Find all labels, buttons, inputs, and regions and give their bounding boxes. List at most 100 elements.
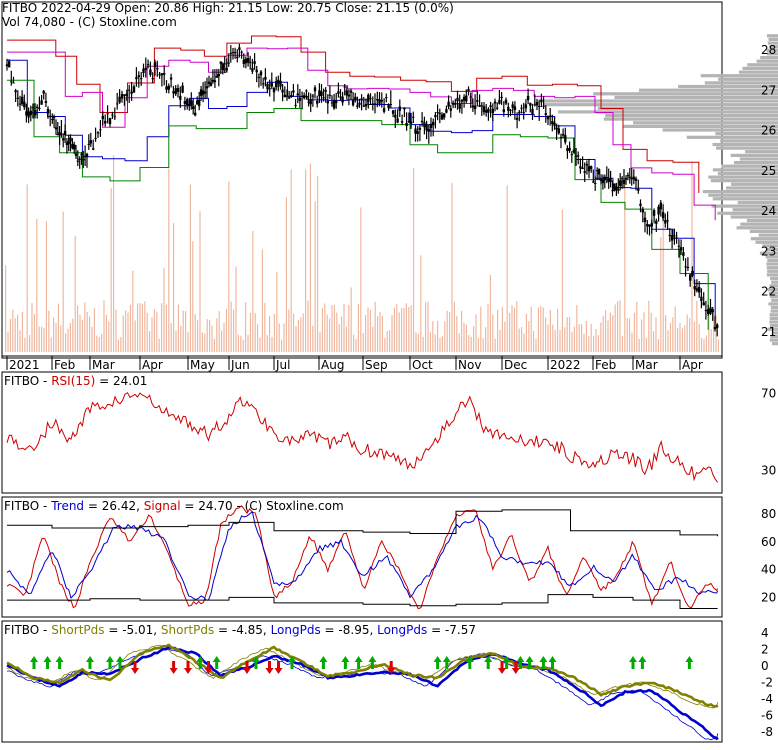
candle-body <box>525 104 527 108</box>
volume-bar <box>406 303 407 352</box>
month-label: Oct <box>412 358 433 372</box>
candle-body <box>51 119 53 120</box>
candle-body <box>454 103 456 104</box>
candle-body <box>138 75 140 77</box>
buy-arrow <box>341 656 349 669</box>
volume-bar <box>586 321 587 352</box>
volume-bar <box>475 314 476 352</box>
candle-body <box>529 103 531 106</box>
volume-bar <box>336 313 337 353</box>
candle-body <box>602 180 604 183</box>
volume-profile-bar <box>771 310 778 313</box>
volume-profile-bar <box>731 183 778 186</box>
candle-body <box>226 68 228 71</box>
candle-body <box>489 105 491 107</box>
volume-bar <box>499 330 500 352</box>
volume-bar <box>403 308 404 352</box>
volume-bar <box>691 162 692 352</box>
candle-body <box>140 78 142 79</box>
candle-body <box>175 88 177 94</box>
volume-profile-bar <box>770 277 778 280</box>
volume-profile-bar <box>770 313 778 316</box>
candle-body <box>228 63 230 64</box>
rsi-ytick-label: 30 <box>761 464 776 478</box>
price-ytick-label: 23 <box>761 244 776 258</box>
candle-body <box>410 122 412 124</box>
candle-body <box>232 52 234 53</box>
volume-bar <box>240 336 241 352</box>
candle-body <box>387 104 389 108</box>
candle-body <box>204 92 206 94</box>
candle-body <box>405 123 407 126</box>
volume-bar <box>163 268 164 352</box>
candle-body <box>352 100 354 105</box>
candle-body <box>130 92 132 94</box>
candle-body <box>346 90 348 95</box>
volume-bar <box>130 305 131 352</box>
volume-bar <box>550 310 551 352</box>
candle-body <box>170 78 172 80</box>
candle-body <box>79 159 81 160</box>
volume-bar <box>111 188 112 352</box>
price-ytick-label: 24 <box>761 204 776 218</box>
volume-bar <box>507 186 508 353</box>
candle-body <box>32 107 34 108</box>
volume-bar <box>118 340 119 352</box>
pds-label-part: = -4.85, <box>214 623 270 637</box>
candle-body <box>301 96 303 97</box>
candle-body <box>224 63 226 64</box>
volume-bar <box>106 315 107 352</box>
sell-arrow <box>275 661 283 674</box>
candle-body <box>577 155 579 156</box>
pds-label: FITBO - ShortPds = -5.01, ShortPds = -4.… <box>4 623 476 637</box>
candle-body <box>77 161 79 162</box>
month-label: Jul <box>275 358 290 372</box>
volume-bar <box>331 305 332 352</box>
volume-profile-bar <box>703 190 778 193</box>
candle-body <box>92 148 94 149</box>
volume-profile-bar <box>771 281 778 284</box>
candle-body <box>662 212 664 218</box>
volume-bar <box>379 312 380 352</box>
volume-bar <box>231 302 232 352</box>
volume-bar <box>127 313 128 353</box>
volume-bar <box>91 327 92 352</box>
trend-band-line <box>7 595 718 609</box>
volume-bar <box>660 237 661 352</box>
candle-body <box>376 99 378 100</box>
volume-profile-bar <box>767 259 778 262</box>
candle-body <box>687 267 689 268</box>
volume-bar <box>238 335 239 352</box>
price-ytick-label: 21 <box>761 325 776 339</box>
volume-bar <box>526 314 527 352</box>
volume-bar <box>598 335 599 352</box>
candle-body <box>60 134 62 135</box>
candle-body <box>337 91 339 94</box>
candle-body <box>358 103 360 105</box>
volume-profile-bar <box>711 179 778 182</box>
volume-bar <box>149 331 150 352</box>
volume-profile-bar <box>757 60 778 63</box>
candle-body <box>230 53 232 54</box>
volume-profile-bar <box>750 230 778 233</box>
candle-body <box>279 81 281 87</box>
candle-body <box>192 106 194 109</box>
volume-bar <box>156 311 157 352</box>
volume-bar <box>579 324 580 352</box>
candle-body <box>186 99 188 105</box>
candle-body <box>147 64 149 65</box>
volume-bar <box>41 327 42 352</box>
candle-body <box>145 68 147 70</box>
volume-bar <box>629 319 630 352</box>
volume-profile-bar <box>633 121 778 124</box>
candle-body <box>286 96 288 97</box>
volume-profile-bar <box>716 147 778 150</box>
candle-body <box>619 180 621 186</box>
candle-body <box>443 113 445 117</box>
volume-bar <box>355 339 356 352</box>
volume-bar <box>394 308 395 353</box>
volume-bar <box>312 326 313 352</box>
volume-profile-bar <box>737 226 778 229</box>
volume-bar <box>180 326 181 352</box>
